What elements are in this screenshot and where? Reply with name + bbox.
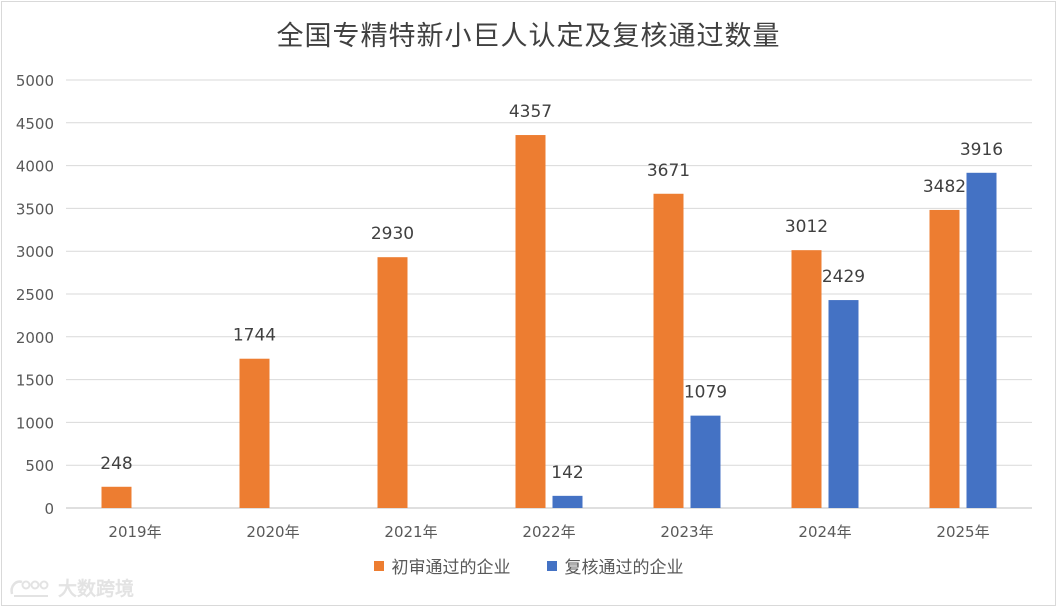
data-label: 3012 [785,217,828,237]
chart-title: 全国专精特新小巨人认定及复核通过数量 [276,21,781,52]
bar-re-review [966,172,997,508]
y-tick-label: 1000 [16,414,54,432]
bar-first-review [929,209,960,508]
y-tick-label: 4000 [16,158,54,176]
watermark-logo-icon [10,579,49,597]
data-label: 2429 [822,267,865,287]
y-tick-label: 2500 [16,286,54,304]
bar-first-review [101,486,132,508]
bar-first-review [791,250,822,509]
bar-first-review [515,135,546,508]
data-label: 1744 [233,326,276,346]
data-label: 3671 [647,161,690,181]
x-tick-label: 2025年 [936,523,989,541]
y-axis: 0 500 1000 1500 2000 2500 3000 3500 4000 4500 5000 [16,72,54,518]
y-tick-label: 4500 [16,115,54,133]
gridlines [66,79,1032,509]
x-tick-label: 2024年 [798,523,851,541]
x-tick-label: 2023年 [660,523,713,541]
x-tick-label: 2020年 [246,523,299,541]
legend-label: 复核通过的企业 [564,558,684,578]
y-tick-label: 2000 [16,329,54,347]
y-tick-label: 500 [25,457,54,475]
legend-swatch-blue [546,560,557,571]
bar-first-review [239,358,270,508]
x-tick-label: 2021年 [384,523,437,541]
legend-item-first-review: 初审通过的企业 [373,553,511,578]
bar-re-review [828,300,859,508]
x-tick-label: 2019年 [108,523,161,541]
data-labels: 248 1744 2930 4357 142 3671 1079 3012 2429 3482 39… [100,102,1003,483]
legend-item-re-review: 复核通过的企业 [546,553,684,578]
x-tick-label: 2022年 [522,523,575,541]
data-label: 142 [551,463,583,483]
data-label: 4357 [509,102,552,122]
data-label: 2930 [371,224,414,244]
y-tick-label: 3000 [16,243,54,261]
y-tick-label: 1500 [16,372,54,390]
data-label: 1079 [684,383,727,403]
bar-re-review [690,415,721,508]
y-tick-label: 0 [44,500,54,518]
y-tick-label: 5000 [16,72,54,90]
bar-re-review [552,495,583,508]
legend-swatch-orange [373,560,384,571]
x-axis: 2019年 2020年 2021年 2022年 2023年 2024年 2025年 [108,523,989,541]
watermark-text: 大数跨境 [58,578,135,600]
bar-first-review [377,257,408,508]
data-label: 3482 [923,177,966,197]
bar-first-review [653,193,684,509]
data-label: 248 [100,454,132,474]
watermark: 大数跨境 [8,574,134,601]
legend: 初审通过的企业 复核通过的企业 [0,553,1057,578]
legend-label: 初审通过的企业 [391,558,511,578]
y-tick-label: 3500 [16,200,54,218]
bars [101,135,997,509]
data-label: 3916 [960,140,1003,160]
